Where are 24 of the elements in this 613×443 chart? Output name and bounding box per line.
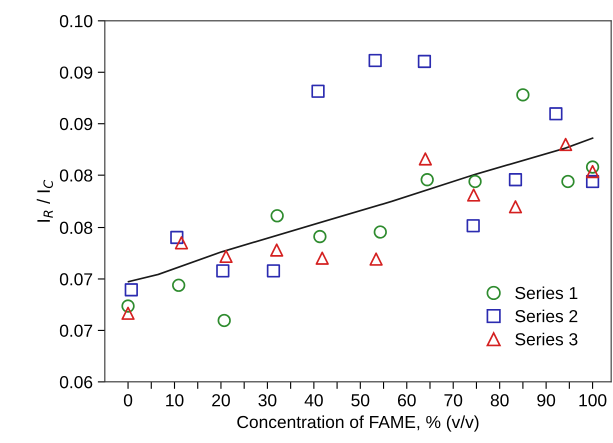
y-tick-label: 0.07 [60, 273, 92, 286]
y-tick-label: 0.08 [60, 169, 92, 182]
y-tick-label: 0.10 [60, 14, 92, 28]
y-tick-label: 0.08 [60, 222, 92, 234]
x-tick-label: 80 [490, 394, 509, 406]
x-tick-label: 90 [537, 394, 556, 406]
x-tick-label: 40 [304, 394, 323, 406]
y-tick-label: 0.09 [60, 66, 92, 79]
x-tick-label: 30 [258, 394, 276, 406]
x-axis-title: Concentration of FAME, % (v/v) [237, 415, 478, 432]
x-tick-label: 60 [398, 394, 416, 406]
y-tick-label: 0.07 [60, 324, 92, 337]
y-tick-label: 0.09 [60, 118, 92, 130]
legend-label: Series 3 [515, 332, 578, 346]
x-tick-label: 50 [351, 394, 370, 406]
x-tick-label: 10 [166, 394, 184, 406]
y-axis-title: I$_{R}$ / I$_{C}$ [36, 180, 53, 222]
x-tick-label: 70 [444, 394, 462, 406]
y-tick-label: 0.06 [60, 376, 92, 388]
legend-label: Series 1 [515, 286, 578, 300]
x-tick-label: 20 [212, 394, 230, 406]
x-tick-label: 100 [579, 394, 606, 406]
legend-label: Series 2 [515, 310, 578, 322]
x-tick-label: 0 [124, 394, 132, 406]
